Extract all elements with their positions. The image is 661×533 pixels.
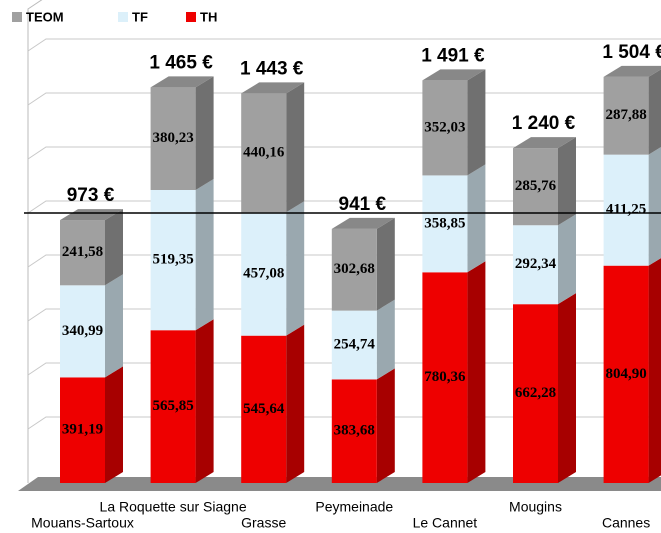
bar-segment: [422, 272, 468, 483]
bar-side: [376, 217, 395, 311]
bar-side: [105, 274, 123, 378]
total-label: 1 504 €: [602, 42, 661, 63]
legend-label: TF: [132, 9, 148, 24]
x-tick-label: Grasse: [241, 515, 286, 531]
grid-line: [27, 92, 661, 106]
bar-top: [150, 76, 214, 88]
total-label: 973 €: [67, 185, 115, 206]
bar-segment: [603, 154, 649, 266]
value-label: 241,58: [62, 244, 103, 260]
x-tick-label: Le Cannet: [413, 515, 478, 531]
bar-segment: [241, 335, 287, 483]
bar-segment: [60, 285, 105, 378]
bar-side: [376, 368, 395, 483]
bar-side: [105, 209, 123, 286]
bar-segment: [422, 80, 468, 176]
bar-side: [105, 366, 123, 483]
bar-segment: [331, 228, 377, 311]
bar-segment: [150, 87, 196, 190]
bar-segment: [603, 265, 649, 483]
back-wall-edge: [27, 0, 43, 483]
bar-segment: [60, 220, 105, 286]
bar-side: [195, 178, 214, 331]
bar-top: [60, 209, 123, 221]
total-label: 1 240 €: [512, 113, 576, 134]
bar-segment: [422, 175, 468, 273]
value-label: 340,99: [62, 323, 103, 339]
total-label: 941 €: [339, 194, 387, 215]
total-label: 1 443 €: [240, 58, 304, 79]
x-tick-label: Peymeinade: [315, 499, 393, 515]
value-label: 662,28: [515, 385, 556, 401]
value-label: 302,68: [334, 261, 375, 277]
bar-top: [422, 69, 486, 81]
bar-side: [467, 69, 486, 176]
value-label: 285,76: [515, 178, 557, 194]
bar-side: [648, 147, 661, 266]
bar-top: [513, 137, 576, 149]
value-label: 411,25: [606, 202, 646, 218]
x-tick-label: La Roquette sur Siagne: [100, 499, 247, 515]
total-label: 1 491 €: [421, 45, 485, 66]
x-tick-label: Mougins: [509, 499, 562, 515]
bar-side: [286, 324, 305, 483]
bar-segment: [603, 76, 649, 155]
bar-segment: [513, 225, 558, 305]
bar-segment: [331, 310, 377, 380]
bar-segment: [331, 379, 377, 483]
bar-segment: [241, 93, 287, 213]
value-label: 254,74: [334, 336, 376, 352]
value-label: 287,88: [605, 107, 646, 123]
value-label: 565,85: [152, 398, 193, 414]
bar-side: [467, 261, 486, 483]
value-label: 352,03: [424, 119, 465, 135]
bar-side: [286, 82, 305, 213]
value-label: 391,19: [62, 422, 103, 438]
x-tick-label: Mouans-Sartoux: [31, 515, 134, 531]
value-label: 780,36: [424, 369, 466, 385]
grid-line: [27, 38, 661, 52]
x-tick-label: Cannes: [602, 515, 650, 531]
bar-top: [331, 217, 395, 229]
legend-swatch: [12, 12, 22, 22]
bar-side: [558, 293, 576, 483]
bar-side: [195, 319, 214, 483]
legend-swatch: [186, 12, 196, 22]
bar-side: [286, 201, 305, 336]
bar-top: [241, 82, 305, 94]
value-label: 383,68: [334, 423, 375, 439]
bar-side: [195, 76, 214, 190]
value-label: 358,85: [424, 215, 465, 231]
bar-side: [467, 164, 486, 273]
total-label: 1 465 €: [149, 52, 213, 73]
value-label: 380,23: [152, 130, 193, 146]
value-label: 545,64: [243, 401, 285, 417]
value-label: 457,08: [243, 265, 284, 281]
bar-segment: [60, 377, 105, 483]
bar-top: [603, 65, 661, 77]
value-label: 804,90: [605, 366, 646, 382]
bar-side: [558, 137, 576, 226]
value-label: 440,16: [243, 144, 285, 160]
value-label: 519,35: [152, 252, 193, 268]
bar-side: [648, 69, 661, 155]
bar-segment: [513, 304, 558, 483]
bar-segment: [241, 212, 287, 336]
bar-side: [648, 258, 661, 483]
bar-side: [558, 214, 576, 305]
legend-swatch: [118, 12, 128, 22]
legend-label: TH: [200, 9, 217, 24]
legend-label: TEOM: [26, 9, 64, 24]
bar-segment: [150, 330, 196, 483]
value-label: 292,34: [515, 256, 557, 272]
bar-side: [376, 299, 395, 380]
